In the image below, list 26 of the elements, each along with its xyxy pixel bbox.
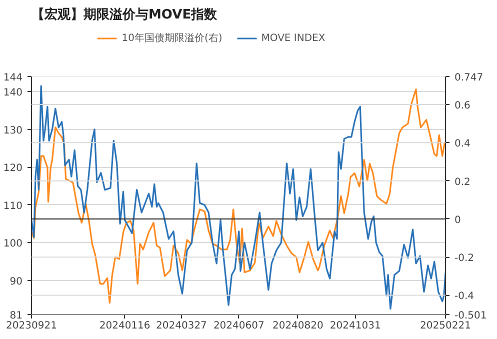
y2-tick-label: -0.4 xyxy=(454,291,474,302)
x-tick-label: 20241031 xyxy=(330,320,381,332)
y-tick-label: 110 xyxy=(3,200,23,212)
y-tick-label: 100 xyxy=(3,238,23,250)
y-tick-label: 130 xyxy=(3,125,23,136)
chart-title: 【宏观】期限溢价与MOVE指数 xyxy=(32,6,218,22)
y2-tick-label: 0.2 xyxy=(454,176,470,188)
x-tick-label: 20250221 xyxy=(420,320,471,332)
x-tick-label: 20240820 xyxy=(272,320,324,332)
y2-tick-label: 0 xyxy=(454,214,461,226)
x-tick-label: 20240116 xyxy=(99,320,150,332)
legend-label: MOVE INDEX xyxy=(261,32,326,44)
x-tick-label: 20230921 xyxy=(6,320,57,332)
y2-tick-label: 0.6 xyxy=(454,100,470,112)
x-tick-label: 20240327 xyxy=(156,320,207,332)
x-tick-label: 20240607 xyxy=(213,320,264,332)
legend-label: 10年国债期限溢价(右) xyxy=(122,32,222,45)
y2-tick-label: 0.747 xyxy=(454,72,484,84)
y-tick-label: 140 xyxy=(3,88,23,99)
y-tick-label: 144 xyxy=(3,72,23,84)
y-tick-label: 120 xyxy=(3,163,23,174)
y-tick-label: 81 xyxy=(10,310,23,322)
y-tick-label: 90 xyxy=(10,276,23,288)
y2-tick-label: -0.2 xyxy=(454,253,474,264)
y2-tick-label: 0.4 xyxy=(454,138,470,150)
y2-tick-label: -0.501 xyxy=(454,310,487,322)
